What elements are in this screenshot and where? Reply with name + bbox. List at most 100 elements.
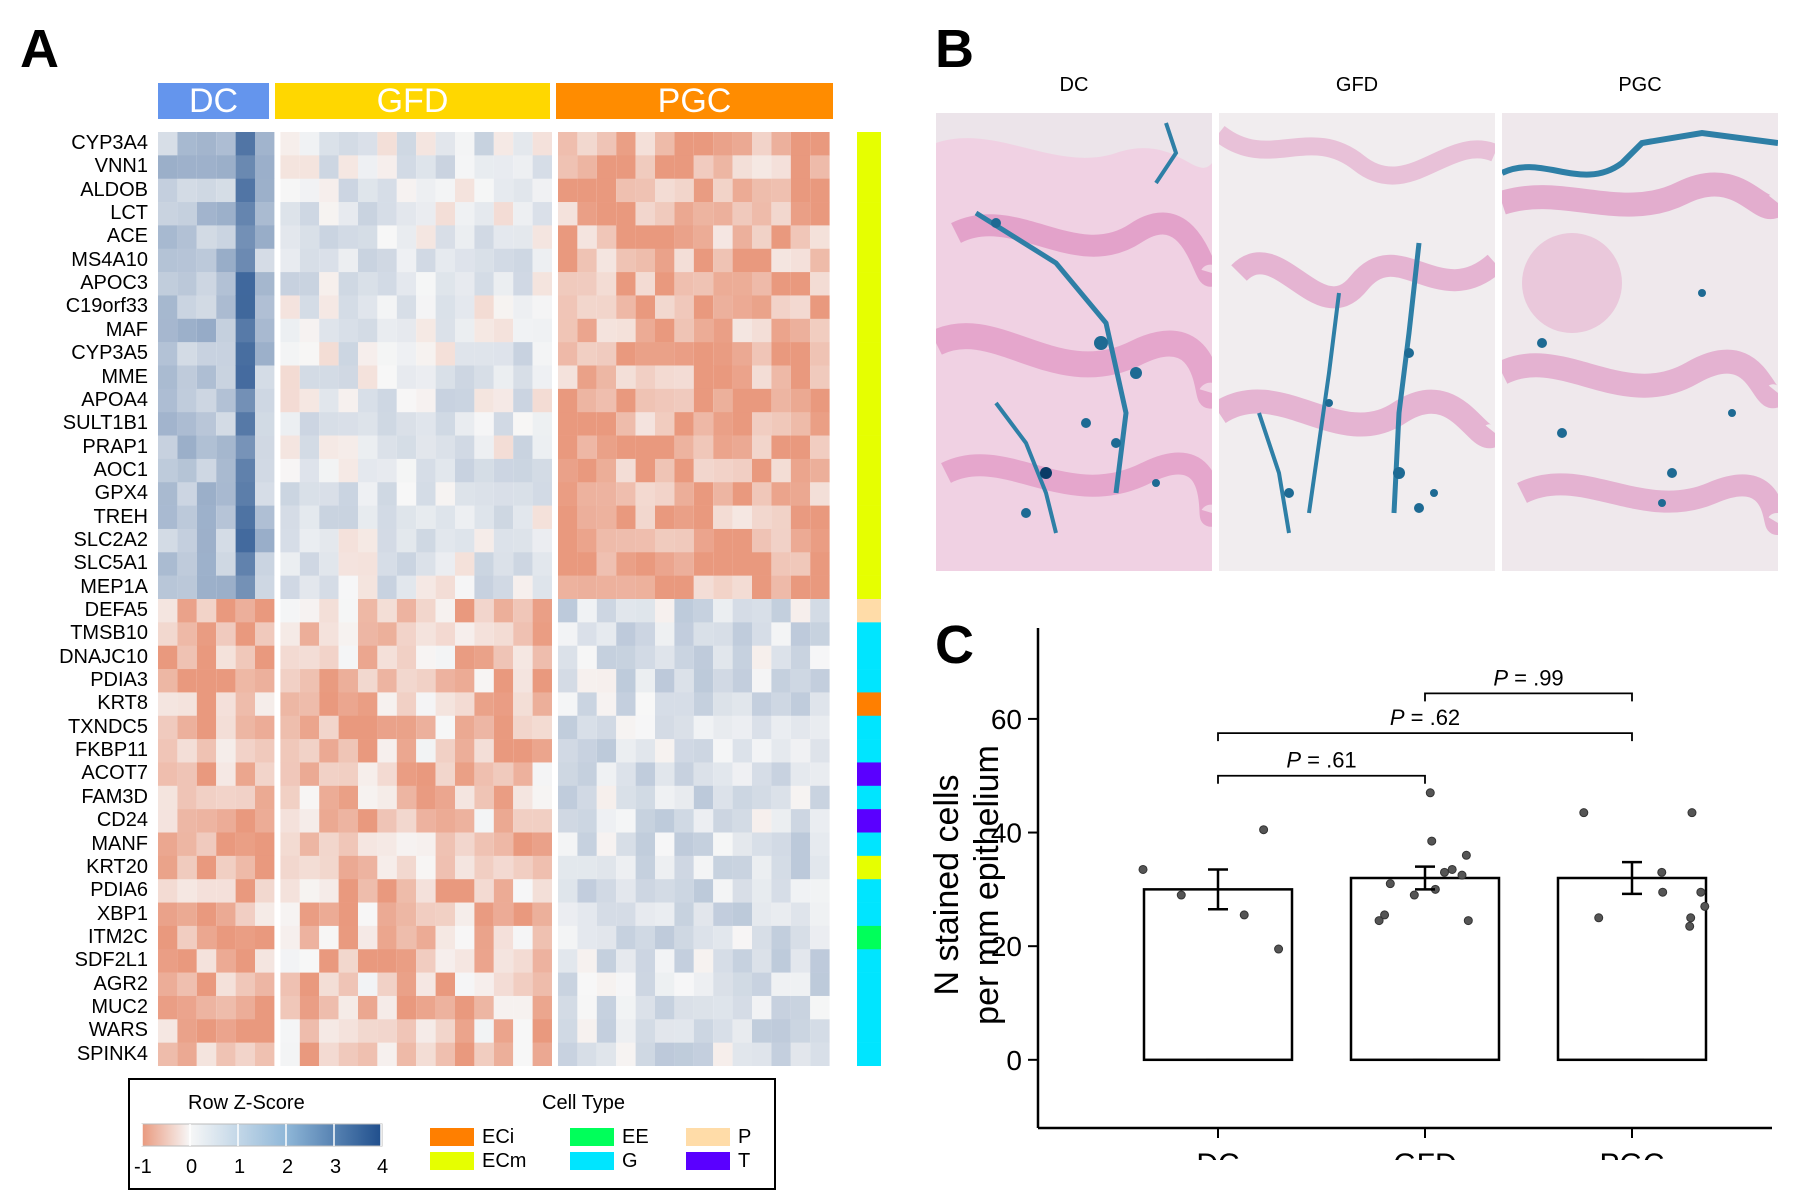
heatmap-cell (596, 599, 617, 623)
gene-label: MME (101, 365, 148, 388)
heatmap-cell (790, 715, 811, 740)
heatmap-cell (635, 972, 655, 997)
heatmap-cell (790, 435, 811, 460)
heatmap-cell (435, 435, 455, 460)
heatmap-cell (216, 1042, 236, 1066)
heatmap-cell (158, 622, 178, 646)
heatmap-cell (435, 809, 455, 833)
gene-label: TXNDC5 (67, 715, 148, 738)
heatmap-cell (455, 949, 475, 973)
heatmap-cell (235, 645, 255, 670)
celltype-label-ecm: ECm (482, 1150, 527, 1172)
heatmap-cell (235, 809, 255, 833)
heatmap-cell (338, 365, 358, 390)
gene-label: AGR2 (93, 972, 148, 995)
heatmap-cell (196, 458, 217, 483)
heatmap-cell (280, 785, 300, 810)
heatmap-cell (416, 412, 436, 436)
heatmap-cell (338, 132, 358, 156)
heatmap-cell (396, 435, 417, 460)
heatmap-cell (635, 995, 655, 1020)
heatmap-cell (771, 762, 791, 787)
heatmap-cell (771, 1042, 791, 1066)
heatmap-cell (674, 202, 694, 226)
heatmap-cell (771, 342, 791, 366)
heatmap-cell (810, 879, 830, 903)
heatmap-cell (319, 972, 339, 997)
heatmap-cell (693, 552, 714, 576)
heatmap-cell (532, 482, 552, 506)
heatmap-cell (216, 879, 236, 903)
heatmap-cell (435, 528, 455, 553)
heatmap-cell (752, 435, 772, 460)
heatmap-cell (280, 692, 300, 717)
heatmap-cell (299, 785, 320, 810)
heatmap-cell (732, 458, 752, 483)
heatmap-cell (655, 832, 675, 857)
heatmap-cell (299, 832, 320, 857)
heatmap-cell (674, 365, 694, 390)
heatmap-cell (713, 435, 733, 460)
heatmap-cell (596, 669, 617, 693)
heatmap-cell (396, 995, 417, 1020)
heatmap-cell (158, 552, 178, 576)
heatmap-cell (455, 645, 475, 670)
heatmap-cell (674, 1042, 694, 1066)
heatmap-cell (455, 318, 475, 343)
heatmap-cell (810, 785, 830, 810)
heatmap-cell (158, 132, 178, 156)
heatmap-cell (396, 505, 417, 530)
heatmap-cell (577, 902, 597, 927)
p-value-label: P = .62 (1390, 705, 1460, 730)
heatmap-cell (235, 132, 255, 156)
heatmap-cell (216, 762, 236, 787)
y-tick-label: 20 (991, 931, 1022, 962)
heatmap-cell (532, 225, 552, 250)
heatmap-cell (655, 925, 675, 950)
heatmap-cell (177, 178, 197, 203)
heatmap-cell (216, 575, 236, 600)
heatmap-cell (299, 1042, 320, 1066)
heatmap-cell (416, 132, 436, 156)
heatmap-cell (377, 972, 397, 997)
heatmap-cell (558, 505, 578, 530)
heatmap-cell (338, 622, 358, 646)
heatmap-cell (319, 762, 339, 787)
heatmap-cell (358, 318, 378, 343)
heatmap-cell (235, 365, 255, 390)
gene-label: CD24 (96, 809, 148, 832)
heatmap-cell (299, 599, 320, 623)
heatmap-cell (177, 388, 197, 413)
heatmap-cell (693, 435, 714, 460)
heatmap-cell (435, 388, 455, 413)
heatmap-cell (674, 762, 694, 787)
heatmap-cell (474, 949, 494, 973)
heatmap-cell (752, 132, 772, 156)
heatmap-cell (493, 295, 514, 320)
heatmap-cell (377, 1042, 397, 1066)
heatmap-cell (790, 1019, 811, 1043)
heatmap-cell (635, 318, 655, 343)
heatmap-cell (416, 879, 436, 903)
heatmap-cell (255, 645, 275, 670)
heatmap-cell (377, 435, 397, 460)
heatmap-cell (655, 692, 675, 717)
heatmap-cell (635, 925, 655, 950)
heatmap-cell (396, 692, 417, 717)
heatmap-cell (732, 178, 752, 203)
heatmap-cell (358, 739, 378, 763)
image-label-dc: DC (1059, 74, 1089, 96)
heatmap-cell (435, 365, 455, 390)
heatmap-cell (513, 178, 533, 203)
gene-label: DEFA5 (84, 599, 148, 621)
gene-label: WARS (88, 1019, 148, 1042)
heatmap-cell (299, 1019, 320, 1043)
heatmap-cell (713, 272, 733, 296)
heatmap-cell (455, 785, 475, 810)
heatmap-cell (196, 925, 217, 950)
heatmap-cell (235, 762, 255, 787)
heatmap-cell (513, 272, 533, 296)
heatmap-cell (713, 155, 733, 179)
heatmap-cell (790, 575, 811, 600)
gene-label: MEP1A (80, 575, 148, 598)
